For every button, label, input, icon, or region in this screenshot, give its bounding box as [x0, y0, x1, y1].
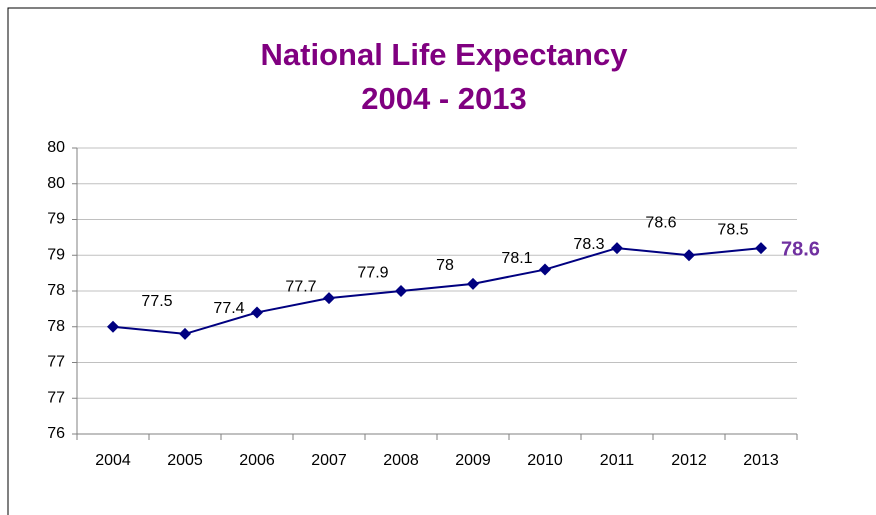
- marker: [755, 242, 767, 255]
- data-label: 78.1: [501, 250, 532, 267]
- y-tick-label: 77: [47, 354, 65, 371]
- data-label: 78.6: [645, 214, 676, 231]
- marker: [395, 285, 407, 297]
- y-tick-label: 78: [47, 282, 65, 299]
- marker: [611, 242, 623, 255]
- x-tick-label: 2005: [167, 452, 203, 469]
- marker: [683, 249, 695, 262]
- frame: [7, 7, 876, 515]
- data-label: 77.9: [357, 264, 388, 281]
- data-label: 77.4: [213, 300, 244, 317]
- data-label: 78.3: [573, 236, 604, 253]
- marker: [539, 263, 551, 276]
- data-label: 78.6: [781, 238, 820, 260]
- marker: [467, 277, 479, 290]
- y-tick-label: 80: [47, 139, 65, 156]
- x-tick-label: 2013: [743, 452, 779, 469]
- chart-title: National Life Expectancy: [261, 37, 629, 72]
- data-label: 77.7: [285, 279, 316, 296]
- marker: [107, 320, 119, 333]
- x-tick-label: 2009: [455, 452, 491, 469]
- y-tick-label: 78: [47, 318, 65, 335]
- marker: [251, 306, 263, 319]
- x-tick-label: 2010: [527, 452, 563, 469]
- y-tick-label: 76: [47, 425, 65, 442]
- x-tick-label: 2007: [311, 452, 347, 469]
- x-tick-label: 2011: [600, 452, 635, 469]
- x-tick-label: 2006: [239, 452, 275, 469]
- data-label: 78.5: [717, 221, 748, 238]
- x-tick-label: 2004: [95, 452, 131, 469]
- y-tick-label: 79: [47, 211, 65, 228]
- marker: [323, 292, 335, 305]
- marker: [179, 327, 191, 340]
- y-tick-label: 77: [47, 389, 65, 406]
- line: [112, 247, 762, 335]
- x-tick-label: 2008: [383, 452, 419, 469]
- chart-subtitle: 2004 - 2013: [361, 81, 526, 116]
- data-label: 78: [436, 257, 454, 274]
- y-tick-label: 79: [47, 246, 65, 263]
- data-label: 77.5: [141, 293, 172, 310]
- x-tick-label: 2012: [671, 452, 707, 469]
- y-tick-label: 80: [47, 175, 65, 192]
